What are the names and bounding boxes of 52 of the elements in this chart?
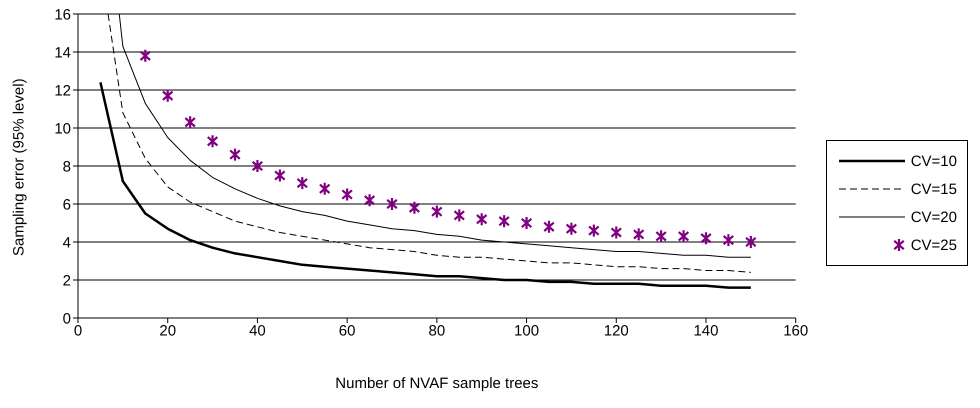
y-tick-label: 16 <box>54 6 71 24</box>
point <box>430 204 443 219</box>
legend-label: CV=25 <box>910 236 957 254</box>
x-tick-label: 120 <box>604 322 629 340</box>
point <box>700 231 712 246</box>
point <box>476 212 488 226</box>
y-tick-label: 8 <box>62 158 71 176</box>
point <box>296 176 308 190</box>
point <box>566 222 578 236</box>
point <box>162 88 174 103</box>
x-tick-label: 80 <box>428 322 446 340</box>
point <box>364 193 376 208</box>
point <box>632 227 645 242</box>
point <box>274 168 286 183</box>
legend-label: CV=15 <box>910 180 957 198</box>
y-tick-label: 10 <box>54 120 71 138</box>
x-tick-label: 160 <box>783 322 808 340</box>
x-tick-label: 0 <box>74 322 82 340</box>
x-tick-label: 40 <box>249 322 266 340</box>
point <box>206 134 218 148</box>
point <box>318 182 331 196</box>
point <box>655 229 668 244</box>
point <box>229 148 241 162</box>
x-axis-title: Number of NVAF sample trees <box>335 375 538 392</box>
legend-label: CV=10 <box>910 152 957 170</box>
y-tick-label: 6 <box>62 196 71 214</box>
point <box>386 196 398 212</box>
point <box>744 234 757 250</box>
point <box>252 158 264 174</box>
point <box>341 187 354 202</box>
point <box>543 220 555 234</box>
y-tick-label: 14 <box>54 44 71 62</box>
y-tick-label: 0 <box>62 310 71 328</box>
x-tick-label: 100 <box>514 322 540 340</box>
point <box>453 208 466 222</box>
x-tick-label: 140 <box>693 322 719 340</box>
point <box>520 216 532 230</box>
point <box>184 115 196 130</box>
point <box>722 233 734 248</box>
y-axis-title: Sampling error (95% level) <box>10 78 28 256</box>
x-tick-label: 60 <box>338 322 356 340</box>
point <box>498 214 510 228</box>
y-tick-label: 2 <box>62 272 71 290</box>
point <box>139 48 152 63</box>
point <box>408 200 420 215</box>
point <box>588 224 600 238</box>
y-tick-label: 4 <box>62 234 71 252</box>
x-tick-label: 20 <box>159 322 176 340</box>
y-tick-label: 12 <box>54 82 71 100</box>
point <box>610 225 622 240</box>
point <box>678 229 690 244</box>
legend-label: CV=20 <box>910 208 957 226</box>
